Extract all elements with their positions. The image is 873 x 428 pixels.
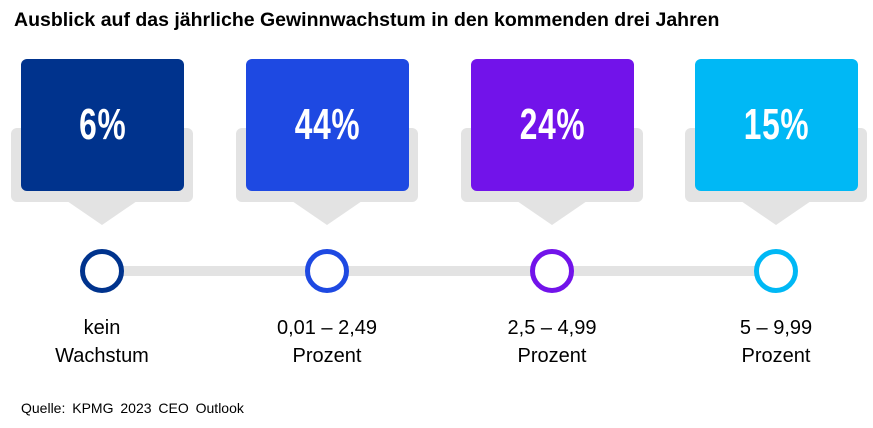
category-label: 2,5 – 4,99 Prozent (442, 314, 662, 370)
value-box: 44% (246, 59, 409, 191)
timeline-track (102, 266, 776, 276)
category-label-line2: Prozent (292, 345, 362, 367)
timeline-marker (754, 249, 798, 293)
value-box: 6% (21, 59, 184, 191)
category-label-line2: Wachstum (55, 345, 149, 367)
category-label: 5 – 9,99 Prozent (666, 314, 873, 370)
value-label: 15% (743, 100, 810, 149)
pointer-triangle (292, 201, 362, 225)
category-label: 0,01 – 2,49 Prozent (217, 314, 437, 370)
category-label: kein Wachstum (0, 314, 212, 370)
pointer-triangle (67, 201, 137, 225)
source-note: Quelle: KPMG 2023 CEO Outlook (21, 400, 244, 416)
value-label: 6% (78, 100, 127, 149)
category-label-line2: Prozent (517, 345, 587, 367)
pointer-triangle (517, 201, 587, 225)
value-label: 44% (294, 100, 361, 149)
category-label-line1: kein (83, 317, 121, 339)
pointer-triangle (741, 201, 811, 225)
category-label-line1: 0,01 – 2,49 (276, 317, 378, 339)
timeline-marker (305, 249, 349, 293)
value-box: 24% (471, 59, 634, 191)
category-label-line1: 2,5 – 4,99 (507, 317, 597, 339)
value-box: 15% (695, 59, 858, 191)
category-label-line1: 5 – 9,99 (739, 317, 813, 339)
category-label-line2: Prozent (741, 345, 811, 367)
value-label: 24% (519, 100, 586, 149)
timeline-marker (530, 249, 574, 293)
chart-title: Ausblick auf das jährliche Gewinnwachstu… (14, 9, 720, 31)
timeline-marker (80, 249, 124, 293)
